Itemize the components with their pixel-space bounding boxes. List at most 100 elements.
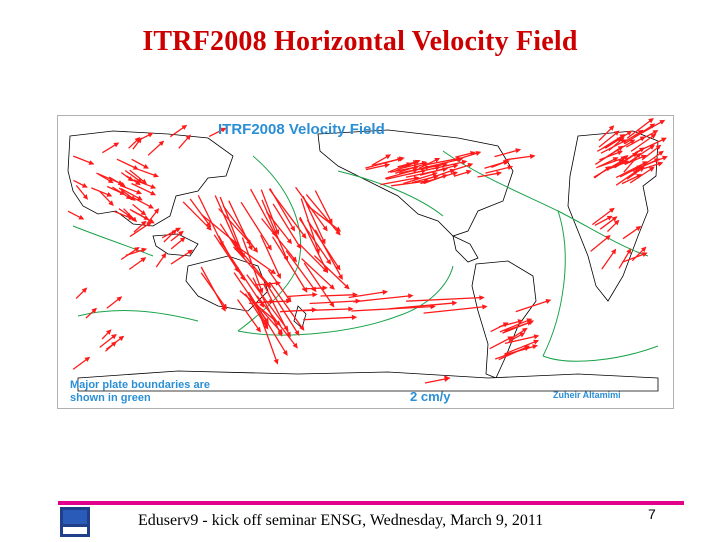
velocity-vector [221, 244, 264, 307]
velocity-vector [619, 165, 642, 178]
velocity-arrowhead [517, 319, 524, 325]
figure-title: ITRF2008 Velocity Field [218, 121, 385, 138]
velocity-arrowhead [301, 233, 307, 239]
velocity-arrowhead [348, 306, 354, 312]
velocity-arrowhead [263, 323, 269, 330]
velocity-arrowhead [612, 157, 619, 162]
velocity-arrowhead [524, 346, 530, 352]
velocity-arrowhead [282, 350, 288, 356]
velocity-arrowhead [451, 300, 458, 306]
velocity-arrowhead [140, 257, 147, 263]
velocity-vector [504, 335, 539, 345]
velocity-vector [252, 277, 283, 336]
velocity-vector [269, 281, 305, 331]
velocity-arrowhead [290, 225, 296, 232]
velocity-map: ITRF2008 Velocity Field Major plate boun… [58, 116, 673, 408]
velocity-arrowhead [521, 327, 528, 333]
velocity-arrowhead [606, 215, 613, 221]
velocity-arrowhead [143, 163, 149, 169]
velocity-arrowhead [467, 162, 474, 168]
velocity-arrowhead [178, 230, 184, 237]
velocity-arrowhead [343, 284, 350, 290]
velocity-arrowhead [452, 171, 459, 177]
velocity-arrowhead [384, 162, 391, 168]
velocity-arrowhead [81, 287, 88, 293]
velocity-vector [387, 162, 411, 173]
velocity-vector [423, 157, 461, 166]
velocity-arrowhead [623, 160, 630, 166]
velocity-arrowhead [611, 248, 617, 255]
velocity-arrowhead [432, 174, 439, 180]
velocity-vector [591, 208, 614, 226]
velocity-arrowhead [84, 356, 91, 362]
velocity-arrowhead [125, 194, 132, 200]
velocity-arrowhead [649, 144, 655, 150]
velocity-vector [386, 169, 426, 180]
velocity-vector [313, 255, 350, 289]
velocity-arrowhead [635, 152, 641, 159]
velocity-vector [303, 262, 335, 307]
velocity-arrowhead [294, 330, 300, 336]
velocity-arrowhead [351, 314, 358, 320]
velocity-vector [302, 195, 326, 244]
velocity-vector [384, 168, 418, 180]
velocity-vector [423, 305, 487, 314]
velocity-arrowhead [626, 130, 633, 136]
velocity-vector [218, 208, 252, 245]
velocity-vector [267, 269, 292, 302]
figure-legend-line-1: Major plate boundaries are [70, 379, 210, 391]
velocity-vector [269, 188, 295, 231]
velocity-vector [301, 308, 353, 312]
velocity-arrowhead [118, 335, 125, 342]
velocity-arrowhead [352, 292, 359, 298]
velocity-vector [390, 166, 418, 173]
velocity-arrowhead [329, 284, 335, 290]
velocity-arrowhead [111, 333, 117, 340]
velocity-arrowhead [81, 182, 88, 188]
velocity-arrowhead [234, 246, 240, 253]
velocity-arrowhead [150, 184, 157, 189]
velocity-vector [264, 281, 300, 335]
plate-boundaries [72, 150, 659, 362]
velocity-arrowhead [78, 214, 85, 220]
velocity-arrowhead [246, 239, 252, 245]
velocity-arrowhead [286, 298, 292, 304]
velocity-vector [170, 249, 193, 265]
scale-label: 2 cm/y [410, 389, 451, 404]
velocity-arrowhead [134, 137, 141, 143]
landmass-central-america [452, 235, 479, 263]
velocity-arrowhead [116, 296, 123, 302]
slide-title: ITRF2008 Horizontal Velocity Field [142, 26, 578, 57]
velocity-arrowhead [141, 178, 148, 185]
velocity-vector [302, 287, 327, 290]
velocity-vector [502, 320, 534, 334]
velocity-arrowhead [136, 189, 142, 195]
velocity-arrowhead [424, 165, 431, 171]
velocity-vector [306, 204, 341, 232]
velocity-vector [629, 145, 655, 163]
velocity-vector [260, 234, 281, 278]
velocity-arrowhead [526, 318, 533, 324]
velocity-arrowhead [659, 119, 666, 125]
velocity-arrowhead [325, 259, 332, 265]
velocity-vector [626, 118, 654, 139]
velocity-arrowhead [385, 154, 392, 160]
velocity-arrowhead [285, 331, 291, 338]
velocity-arrowhead [626, 248, 632, 255]
velocity-arrowhead [337, 274, 343, 280]
velocity-vector [629, 166, 654, 184]
velocity-arrowhead [296, 243, 302, 250]
velocity-vector [498, 320, 523, 328]
velocity-arrowhead [461, 159, 468, 165]
velocity-vector [254, 282, 280, 286]
velocity-arrowhead [449, 168, 456, 174]
velocity-arrowhead [658, 150, 664, 156]
velocity-vector [213, 234, 245, 281]
velocity-vector [197, 195, 224, 246]
velocity-arrowhead [283, 255, 289, 262]
velocity-arrowhead [421, 160, 428, 166]
velocity-arrowhead [150, 190, 157, 196]
velocity-vector [634, 137, 666, 154]
velocity-arrowhead [141, 247, 148, 253]
velocity-arrowhead [113, 142, 120, 148]
